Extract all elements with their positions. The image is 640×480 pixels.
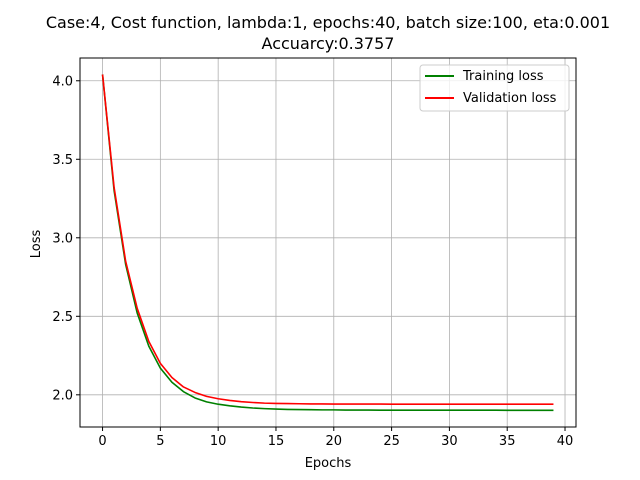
x-tick-label: 30: [441, 434, 458, 449]
x-tick-label: 15: [268, 434, 285, 449]
x-tick-label: 25: [383, 434, 400, 449]
y-tick-label: 3.5: [52, 153, 73, 168]
axis-ticks: 0 5 10 15 20 25 30 35 40 2.0 2.5 3.0 3.5 4.0: [52, 74, 573, 449]
y-tick-label: 3.0: [52, 231, 73, 246]
plot-frame: [79, 57, 577, 428]
y-tick-label: 4.0: [52, 74, 73, 89]
y-tick-label: 2.0: [52, 388, 73, 403]
x-tick-label: 0: [98, 434, 106, 449]
legend-label-training: Training loss: [462, 69, 544, 84]
grid-lines: [80, 58, 576, 427]
x-tick-label: 20: [326, 434, 343, 449]
y-axis-label: Loss: [29, 230, 44, 259]
validation-loss-line: [101, 74, 554, 406]
chart-title-line2: Accuarcy:0.3757: [262, 34, 395, 53]
x-tick-label: 10: [210, 434, 227, 449]
legend: Training loss Validation loss: [419, 64, 570, 112]
series-layer: [101, 74, 554, 412]
legend-label-validation: Validation loss: [463, 91, 557, 106]
y-tick-label: 2.5: [52, 310, 73, 325]
x-tick-label: 35: [499, 434, 516, 449]
training-loss-line: [101, 74, 554, 412]
x-axis-label: Epochs: [305, 456, 352, 471]
x-tick-label: 40: [557, 434, 574, 449]
legend-box: [419, 64, 570, 112]
x-tick-label: 5: [156, 434, 164, 449]
chart-title-line1: Case:4, Cost function, lambda:1, epochs:…: [46, 13, 610, 32]
